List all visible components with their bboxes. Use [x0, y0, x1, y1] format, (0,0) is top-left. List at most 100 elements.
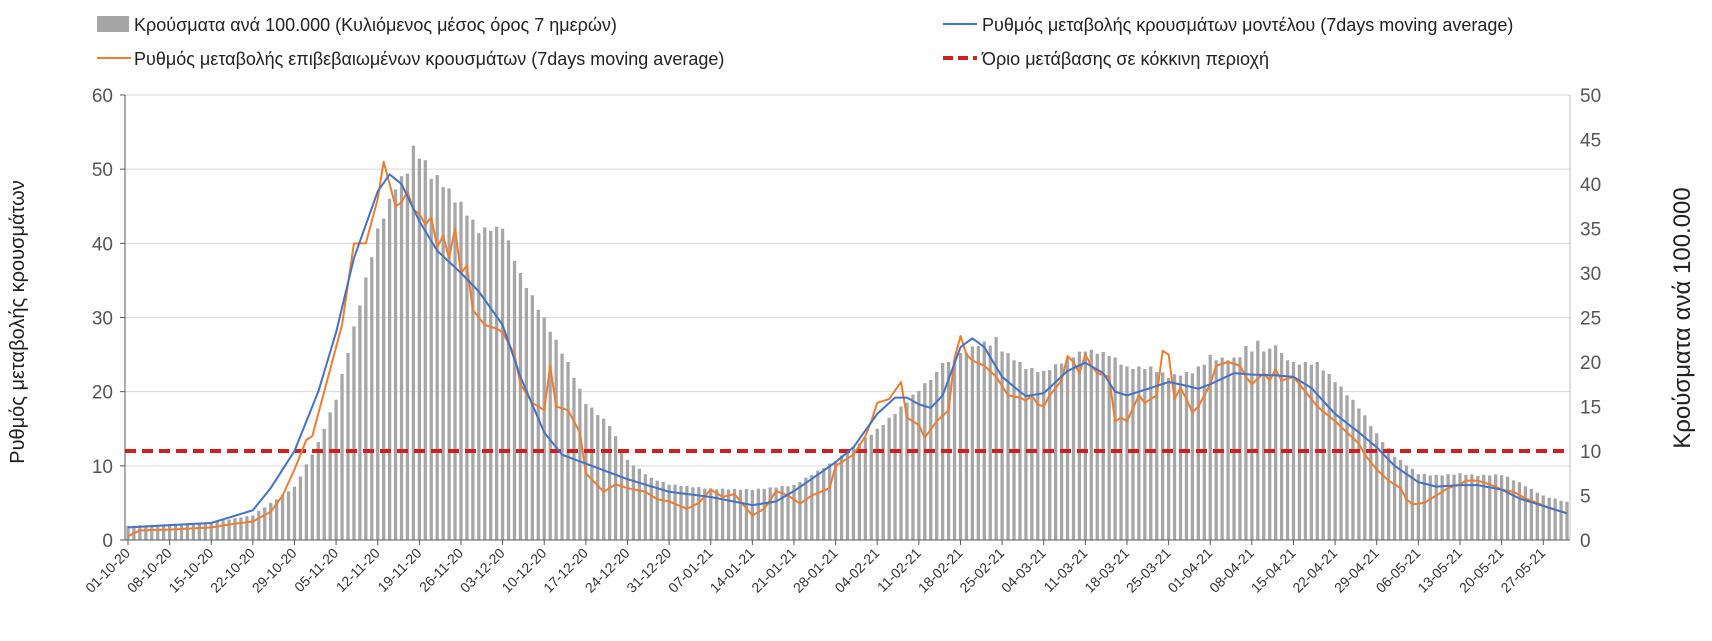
bar	[489, 230, 493, 541]
bar	[578, 388, 582, 540]
bar	[703, 488, 707, 540]
bar	[637, 468, 642, 540]
bar	[1279, 353, 1284, 540]
bar	[233, 518, 237, 540]
bar	[631, 465, 636, 540]
bar	[1345, 395, 1349, 540]
bar	[554, 339, 558, 540]
bar	[1131, 369, 1135, 540]
bar	[1452, 474, 1456, 540]
bar	[685, 485, 689, 540]
bar	[512, 260, 517, 540]
bar	[1416, 474, 1420, 540]
bar	[828, 463, 832, 540]
x-tick-label: 27-05-21	[1497, 545, 1548, 596]
bar	[191, 523, 196, 540]
y-left-tick-label: 50	[92, 160, 113, 181]
bar	[500, 228, 505, 541]
bar	[590, 407, 594, 540]
bar	[322, 428, 326, 540]
bar	[810, 475, 814, 540]
bar	[792, 484, 796, 540]
bar	[316, 442, 320, 540]
bar	[643, 474, 647, 540]
x-tick-label: 03-12-20	[457, 545, 508, 596]
bar	[1274, 345, 1278, 540]
bar	[364, 277, 368, 540]
x-tick-label: 29-04-21	[1331, 545, 1382, 596]
bar	[530, 295, 534, 540]
x-tick-label: 25-02-21	[956, 545, 1007, 596]
bar	[1309, 364, 1313, 540]
x-tick-label: 21-01-21	[748, 545, 799, 596]
bar	[453, 202, 457, 541]
bar	[649, 477, 653, 540]
bar	[1036, 371, 1040, 540]
bar	[358, 305, 362, 540]
bar	[1535, 492, 1539, 540]
x-tick-label: 24-12-20	[582, 545, 633, 596]
bar	[227, 519, 231, 540]
bar	[1042, 370, 1046, 540]
bar	[203, 522, 207, 540]
bar	[679, 486, 683, 540]
bar	[251, 515, 255, 540]
y-right-tick-label: 5	[1580, 487, 1591, 508]
bar	[982, 341, 986, 540]
bar	[625, 459, 630, 540]
bar	[1226, 360, 1230, 540]
y-right-tick-label: 20	[1580, 353, 1601, 374]
bar	[156, 524, 160, 540]
x-tick-label: 01-04-21	[1164, 545, 1215, 596]
bar	[786, 486, 790, 540]
bar	[518, 273, 523, 540]
bar	[917, 390, 921, 540]
bar	[548, 331, 552, 540]
x-tick-label: 29-10-20	[249, 545, 300, 596]
bar	[851, 446, 856, 540]
bar	[376, 228, 380, 540]
bar	[726, 489, 731, 540]
legend-label-threshold: Όριο μετάβασης σε κόκκινη περιοχή	[981, 49, 1269, 69]
bar	[1392, 456, 1397, 540]
bar	[524, 287, 529, 540]
bar	[1351, 399, 1355, 540]
x-tick-label: 04-02-21	[831, 545, 882, 596]
bar	[958, 353, 963, 540]
x-tick-label: 01-10-20	[82, 545, 133, 596]
bar	[304, 464, 308, 540]
legend-swatch-bars	[97, 16, 129, 32]
bar	[536, 309, 540, 540]
bar	[286, 491, 291, 540]
bar	[804, 477, 808, 540]
bar	[1262, 351, 1266, 540]
bar	[1381, 442, 1385, 540]
bar	[661, 481, 665, 540]
y-left-tick-label: 20	[92, 383, 113, 404]
bar	[173, 523, 178, 540]
x-tick-label: 08-04-21	[1206, 545, 1257, 596]
bar	[1470, 474, 1474, 540]
bar	[720, 488, 725, 540]
bar	[822, 468, 826, 540]
confirmed-cases-line	[127, 160, 1568, 538]
y-right-axis-title: Κρούσματα ανά 100.000	[1669, 187, 1696, 449]
bar	[1184, 372, 1189, 540]
bar	[245, 516, 249, 540]
bar	[399, 176, 404, 540]
bar	[346, 352, 350, 540]
bar	[138, 525, 142, 540]
y-right-tick-label: 15	[1580, 398, 1601, 419]
bar	[608, 426, 612, 540]
bar	[732, 488, 737, 540]
bar	[833, 461, 838, 540]
bar	[1101, 351, 1105, 540]
x-tick-label: 25-03-21	[1123, 545, 1174, 596]
bar	[1398, 459, 1403, 540]
x-tick-label: 04-03-21	[998, 545, 1049, 596]
bar	[1220, 357, 1224, 540]
x-tick-label: 20-05-21	[1456, 545, 1507, 596]
x-tick-label: 15-10-20	[165, 545, 216, 596]
bar	[280, 494, 285, 540]
